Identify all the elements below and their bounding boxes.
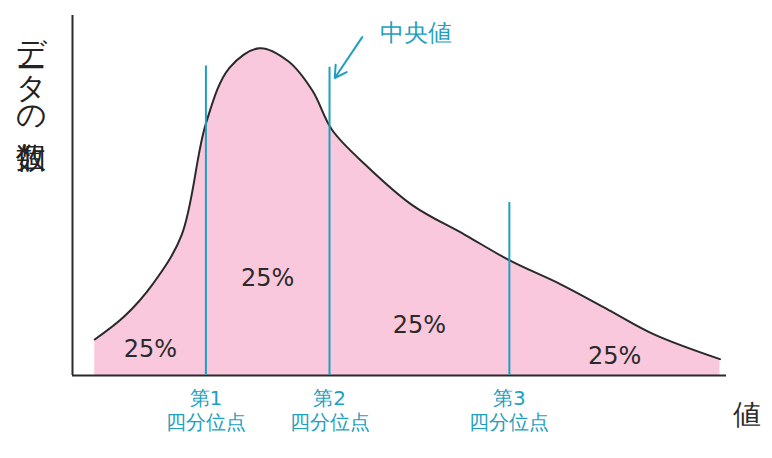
svg-text:第3四分位点: 第3四分位点 — [469, 386, 549, 434]
svg-text:第1四分位点: 第1四分位点 — [166, 386, 246, 434]
svg-text:第2四分位点: 第2四分位点 — [290, 386, 370, 434]
svg-text:中央値: 中央値 — [380, 19, 452, 47]
svg-text:25%25: 25%25 — [588, 342, 641, 370]
svg-text:値: 値 — [733, 398, 761, 431]
svg-text:25%25: 25%25 — [241, 264, 294, 292]
svg-text:25%25: 25%25 — [393, 311, 446, 339]
svg-text:25%25: 25%25 — [124, 335, 177, 363]
html-text:データの個数: データの個数 — [13, 18, 49, 120]
